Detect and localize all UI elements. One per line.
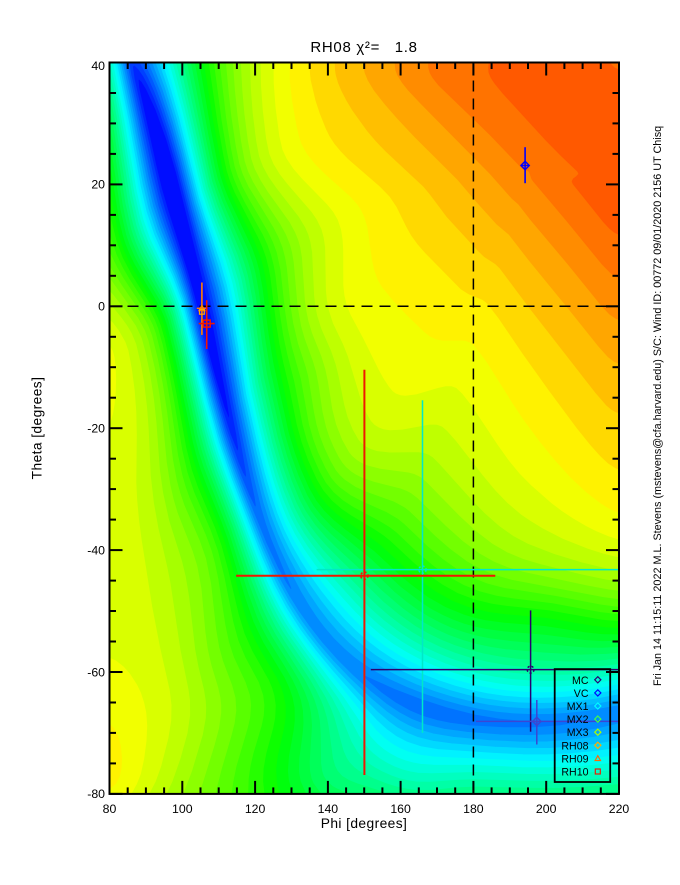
svg-text:-40: -40 bbox=[87, 543, 105, 557]
svg-text:-60: -60 bbox=[87, 665, 105, 679]
svg-text:Phi [degrees]: Phi [degrees] bbox=[321, 816, 408, 831]
svg-text:RH09: RH09 bbox=[561, 753, 588, 765]
svg-text:0: 0 bbox=[98, 300, 105, 314]
svg-text:MX2: MX2 bbox=[567, 714, 589, 726]
svg-text:-20: -20 bbox=[87, 422, 105, 436]
svg-text:MC: MC bbox=[572, 675, 589, 687]
svg-text:-80: -80 bbox=[87, 787, 105, 801]
svg-text:160: 160 bbox=[390, 802, 411, 816]
svg-text:100: 100 bbox=[172, 802, 193, 816]
svg-text:RH10: RH10 bbox=[561, 767, 588, 779]
svg-text:MX3: MX3 bbox=[567, 727, 589, 739]
svg-text:40: 40 bbox=[91, 59, 105, 73]
svg-text:120: 120 bbox=[245, 802, 266, 816]
svg-text:VC: VC bbox=[574, 688, 589, 700]
svg-text:MX1: MX1 bbox=[567, 701, 589, 713]
svg-text:20: 20 bbox=[91, 178, 105, 192]
svg-text:180: 180 bbox=[463, 802, 484, 816]
svg-text:RH08: RH08 bbox=[561, 740, 588, 752]
svg-text:140: 140 bbox=[318, 802, 339, 816]
svg-text:80: 80 bbox=[103, 802, 117, 816]
svg-text:220: 220 bbox=[609, 802, 630, 816]
svg-text:RH08 χ²= 1.8: RH08 χ²= 1.8 bbox=[310, 39, 417, 56]
svg-text:Fri Jan 14 11:15:11 2022 M.L: Fri Jan 14 11:15:11 2022 M.L. Stevens (m… bbox=[652, 126, 664, 686]
svg-text:200: 200 bbox=[536, 802, 557, 816]
svg-text:Theta [degrees]: Theta [degrees] bbox=[30, 377, 45, 480]
